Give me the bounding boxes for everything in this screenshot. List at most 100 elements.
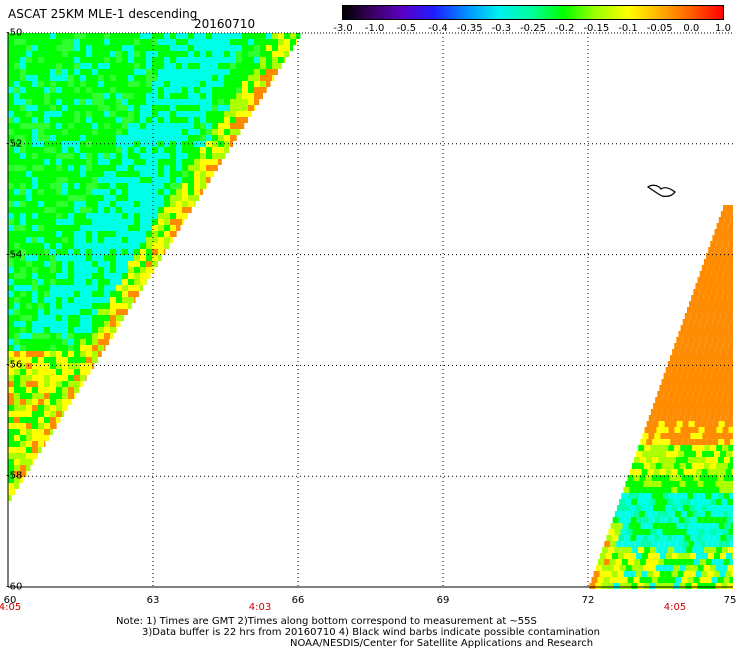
swath-cell [188,171,194,177]
swath-cell [92,255,98,261]
swath-cell [278,57,284,63]
swath-cell [140,45,146,51]
swath-cell [704,325,711,331]
swath-cell [20,321,26,327]
swath-cell [128,87,134,93]
colorbar-tick-label: -0.5 [396,23,417,34]
swath-cell [678,517,685,523]
swath-cell [691,295,698,301]
swath-cell [639,559,646,565]
swath-cell [711,559,718,565]
swath-cell [719,385,726,391]
swath-cell [158,159,164,165]
swath-cell [694,523,701,529]
swath-cell [685,361,692,367]
swath-cell [170,111,176,117]
swath-cell [152,225,158,231]
swath-cell [98,117,104,123]
swath-cell [44,291,50,297]
swath-cell [62,375,68,381]
swath-cell [26,69,32,75]
swath-cell [122,123,128,129]
swath-cell [703,277,710,283]
swath-cell [715,361,722,367]
swath-cell [176,75,182,81]
swath-cell [622,505,629,511]
swath-cell [110,201,116,207]
swath-cell [649,499,656,505]
swath-cell [44,351,50,357]
swath-cell [668,511,675,517]
swath-cell [728,325,733,331]
swath-cell [284,33,290,39]
swath-cell [652,439,659,445]
swath-cell [56,225,62,231]
swath-cell [116,321,121,327]
swath-cell [56,417,61,423]
swath-cell [200,129,206,135]
swath-cell [212,141,218,147]
swath-cell [62,219,68,225]
swath-cell [14,135,20,141]
swath-cell [717,391,724,397]
swath-cell [74,219,80,225]
swath-cell [98,333,104,339]
swath-cell [62,75,68,81]
swath-cell [242,75,248,81]
swath-cell [188,81,194,87]
swath-cell [80,225,86,231]
swath-cell [14,99,20,105]
swath-cell [20,255,26,261]
swath-cell [32,147,38,153]
swath-cell [44,171,50,177]
swath-cell [170,87,176,93]
swath-cell [98,303,104,309]
swath-cell [675,475,682,481]
swath-cell [152,135,158,141]
swath-cell [50,333,56,339]
swath-cell [92,297,98,303]
swath-cell [164,111,170,117]
swath-cell [128,33,134,39]
swath-cell [665,385,672,391]
swath-cell [685,379,692,385]
swath-cell [661,583,668,589]
swath-cell [683,385,690,391]
swath-cell [20,381,26,387]
swath-cell [38,183,44,189]
swath-cell [672,517,679,523]
swath-cell [706,523,713,529]
swath-cell [711,373,718,379]
swath-cell [56,81,62,87]
swath-cell [731,469,733,475]
swath-cell [8,267,14,273]
swath-cell [200,105,206,111]
swath-cell [218,147,224,153]
swath-cell [689,403,696,409]
swath-cell [643,463,650,469]
swath-cell [728,511,733,517]
swath-cell [44,303,50,309]
swath-cell [727,499,733,505]
swath-cell [98,123,104,129]
swath-cell [712,253,719,259]
swath-cell [236,51,242,57]
swath-cell [56,123,62,129]
swath-cell [32,459,35,465]
swath-cell [26,315,32,321]
swath-cell [44,375,50,381]
swath-cell [80,213,86,219]
swath-cell [623,571,630,577]
swath-cell [50,135,56,141]
swath-cell [698,529,705,535]
swath-cell [14,195,20,201]
swath-cell [110,111,116,117]
swath-cell [696,535,703,541]
swath-cell [20,453,26,459]
swath-cell [38,135,44,141]
swath-cell [8,231,14,237]
swath-cell [20,69,26,75]
swath-cell [188,39,194,45]
swath-cell [659,403,666,409]
swath-cell [630,517,637,523]
